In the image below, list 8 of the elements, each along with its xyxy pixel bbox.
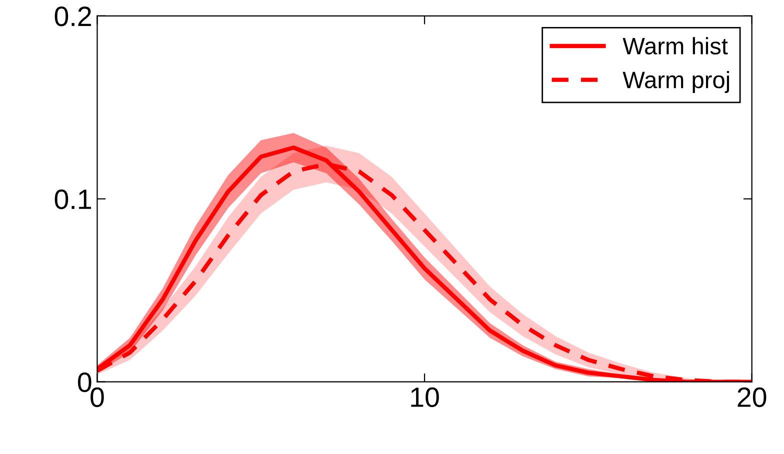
y-tick-label: 0.1 [54,190,92,210]
x-tick-label: 10 [411,387,439,408]
x-tick-label: 0 [90,387,104,408]
legend-label: Warm hist [622,37,728,54]
legend-label: Warm proj [622,70,730,93]
y-tick-label: 0 [78,372,92,392]
y-tick-label: 0.2 [54,6,91,26]
x-tick-label: 20 [738,387,766,408]
